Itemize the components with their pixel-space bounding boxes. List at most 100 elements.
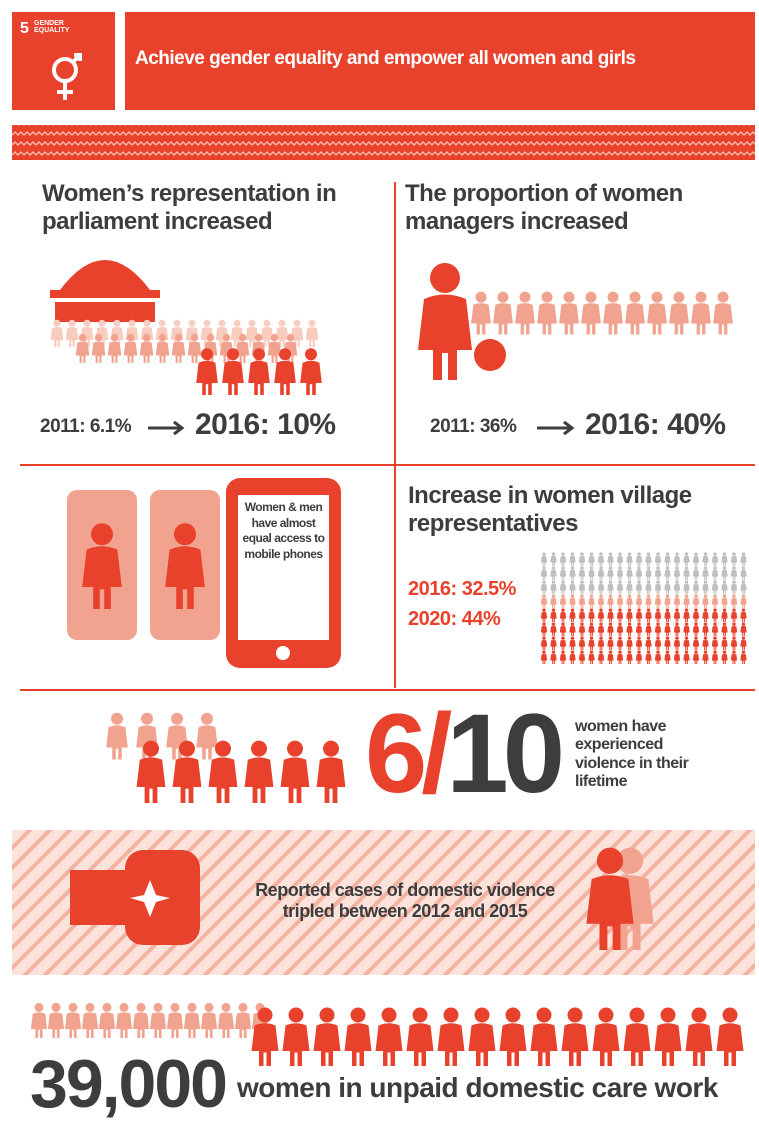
village-figure xyxy=(607,622,613,636)
care-figure xyxy=(407,1008,434,1067)
village-figure xyxy=(645,552,651,566)
village-figure xyxy=(541,594,547,608)
worker-figure xyxy=(669,292,689,335)
stat-first: 2016: 32.5% xyxy=(408,578,516,601)
village-figure xyxy=(693,622,699,636)
village-figure xyxy=(731,594,737,608)
village-figure xyxy=(569,622,575,636)
village-figure xyxy=(693,566,699,580)
village-figure xyxy=(550,566,556,580)
village-figure xyxy=(740,594,746,608)
village-figure xyxy=(636,594,642,608)
village-figure xyxy=(712,650,718,664)
village-figure xyxy=(588,594,594,608)
worker-figure xyxy=(625,292,645,335)
village-figure xyxy=(550,552,556,566)
village-figure xyxy=(664,594,670,608)
domestic-text: Reported cases of domestic violence trip… xyxy=(230,880,580,921)
village-figure xyxy=(598,636,604,650)
village-figure xyxy=(626,636,632,650)
village-figure xyxy=(598,580,604,594)
violence-figure xyxy=(137,741,166,803)
village-figure xyxy=(607,552,613,566)
stat-after: 2016: 40% xyxy=(585,408,726,443)
village-figure xyxy=(740,608,746,622)
village-figure xyxy=(617,580,623,594)
village-figure xyxy=(579,552,585,566)
parliament-roof xyxy=(50,290,160,298)
village-figure xyxy=(693,608,699,622)
village-figure xyxy=(569,650,575,664)
village-figure xyxy=(702,650,708,664)
arrow xyxy=(537,422,572,434)
village-figure xyxy=(731,580,737,594)
village-figure xyxy=(655,650,661,664)
pattern-band xyxy=(12,125,755,160)
village-figure xyxy=(560,552,566,566)
village-figure xyxy=(550,622,556,636)
village-figure xyxy=(636,608,642,622)
village-figure xyxy=(674,608,680,622)
village-figure xyxy=(702,608,708,622)
village-figure xyxy=(607,636,613,650)
village-figure xyxy=(740,650,746,664)
village-figure xyxy=(550,594,556,608)
care-figure xyxy=(150,1003,166,1038)
panel-title: Women’s representation in parliament inc… xyxy=(42,180,387,235)
village-figure xyxy=(636,636,642,650)
village-figure xyxy=(683,608,689,622)
village-figure xyxy=(683,580,689,594)
stat-before: 2011: 6.1% xyxy=(40,416,131,438)
parliament-columns xyxy=(55,302,155,322)
village-figure xyxy=(683,566,689,580)
care-figure xyxy=(65,1003,81,1038)
village-figure xyxy=(721,622,727,636)
village-figure xyxy=(655,580,661,594)
village-figure xyxy=(645,622,651,636)
village-figure xyxy=(541,552,547,566)
crowd-figure xyxy=(300,348,322,395)
care-figure: 39,000 xyxy=(30,1050,226,1118)
village-figure xyxy=(740,552,746,566)
artwork xyxy=(0,0,759,1124)
goal-name: GENDER EQUALITY xyxy=(34,20,68,34)
violence-figure xyxy=(196,713,218,760)
arrow xyxy=(148,422,182,434)
village-figure xyxy=(541,650,547,664)
care-figure xyxy=(283,1008,310,1067)
village-figure xyxy=(664,608,670,622)
village-figure xyxy=(731,622,737,636)
care-figure xyxy=(184,1003,200,1038)
village-figure xyxy=(712,580,718,594)
village-figure xyxy=(617,636,623,650)
crowd-figure xyxy=(51,320,64,347)
village-figure xyxy=(588,580,594,594)
village-figure xyxy=(617,566,623,580)
village-figure xyxy=(541,622,547,636)
village-figure xyxy=(655,594,661,608)
village-figure xyxy=(626,650,632,664)
village-figure xyxy=(712,622,718,636)
village-figure xyxy=(550,608,556,622)
village-figure xyxy=(740,580,746,594)
village-figure xyxy=(617,622,623,636)
village-figure xyxy=(579,566,585,580)
infographic: 5 GENDER EQUALITY Achieve gender equalit… xyxy=(0,0,759,1124)
village-figure xyxy=(588,622,594,636)
village-figure xyxy=(598,594,604,608)
village-figure xyxy=(636,622,642,636)
care-figure xyxy=(376,1008,403,1067)
care-figure xyxy=(531,1008,558,1067)
village-figure xyxy=(721,650,727,664)
village-figure xyxy=(731,650,737,664)
care-figure xyxy=(201,1003,217,1038)
village-figure xyxy=(607,580,613,594)
worker-figure xyxy=(647,292,667,335)
village-figure xyxy=(617,608,623,622)
care-figure xyxy=(218,1003,234,1038)
care-figure xyxy=(235,1003,251,1038)
village-figure xyxy=(588,636,594,650)
village-figure xyxy=(740,622,746,636)
worker-figure xyxy=(581,292,601,335)
village-figure xyxy=(617,552,623,566)
